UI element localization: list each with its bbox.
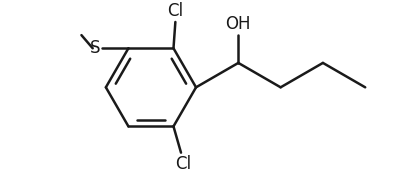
Text: OH: OH — [226, 15, 251, 33]
Text: Cl: Cl — [167, 2, 184, 20]
Text: Cl: Cl — [175, 155, 191, 172]
Text: S: S — [90, 39, 100, 57]
